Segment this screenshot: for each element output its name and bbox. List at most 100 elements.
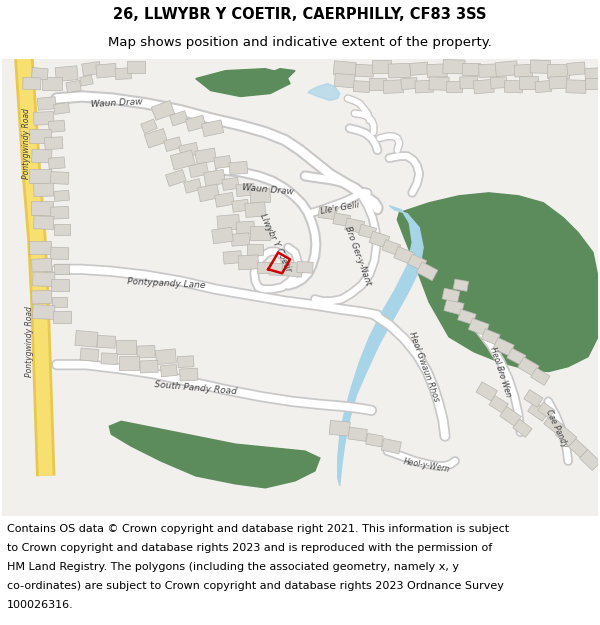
- Bar: [358, 224, 377, 239]
- Bar: [245, 202, 266, 217]
- Bar: [66, 81, 81, 92]
- Bar: [442, 288, 460, 302]
- Bar: [269, 263, 287, 276]
- Polygon shape: [196, 69, 290, 96]
- Bar: [388, 63, 410, 78]
- Bar: [453, 279, 469, 291]
- Bar: [318, 206, 337, 220]
- Bar: [429, 77, 449, 91]
- Bar: [179, 368, 198, 381]
- Bar: [444, 299, 464, 315]
- Bar: [203, 169, 226, 186]
- Bar: [29, 129, 51, 143]
- Bar: [329, 421, 350, 436]
- Bar: [236, 221, 254, 234]
- Text: 26, LLWYBR Y COETIR, CAERPHILLY, CF83 3SS: 26, LLWYBR Y COETIR, CAERPHILLY, CF83 3S…: [113, 7, 487, 22]
- Bar: [32, 272, 55, 287]
- Bar: [495, 61, 518, 76]
- Bar: [460, 76, 478, 89]
- Bar: [443, 59, 465, 74]
- Bar: [382, 239, 401, 255]
- Bar: [344, 218, 365, 233]
- Bar: [215, 192, 235, 208]
- Bar: [116, 340, 136, 354]
- Bar: [257, 262, 273, 272]
- Bar: [518, 76, 538, 89]
- Bar: [55, 66, 78, 81]
- Bar: [473, 79, 494, 94]
- Bar: [410, 62, 428, 76]
- Polygon shape: [338, 206, 423, 486]
- Bar: [538, 402, 555, 418]
- Bar: [585, 78, 600, 89]
- Bar: [115, 68, 131, 79]
- Bar: [527, 401, 549, 421]
- Bar: [197, 184, 220, 202]
- Bar: [535, 81, 552, 92]
- Text: Map shows position and indicative extent of the property.: Map shows position and indicative extent…: [108, 36, 492, 49]
- Text: Heol-y-Wern: Heol-y-Wern: [403, 458, 451, 474]
- Bar: [23, 78, 41, 90]
- Bar: [222, 177, 239, 191]
- Bar: [141, 119, 157, 134]
- Bar: [170, 111, 188, 126]
- Bar: [34, 216, 54, 229]
- Polygon shape: [308, 84, 340, 101]
- Bar: [531, 368, 550, 386]
- Bar: [505, 80, 523, 93]
- Bar: [500, 406, 521, 426]
- Bar: [297, 261, 313, 273]
- Bar: [178, 356, 194, 367]
- Bar: [29, 169, 51, 183]
- Bar: [458, 309, 476, 324]
- Bar: [446, 81, 462, 92]
- Bar: [479, 64, 499, 78]
- Bar: [189, 162, 209, 177]
- Bar: [195, 148, 217, 164]
- Bar: [32, 259, 52, 272]
- Bar: [493, 338, 514, 356]
- Bar: [155, 349, 176, 364]
- Bar: [281, 261, 302, 277]
- Bar: [32, 149, 52, 163]
- Bar: [489, 396, 508, 413]
- Bar: [145, 129, 167, 148]
- Bar: [29, 241, 51, 254]
- Bar: [75, 331, 98, 348]
- Bar: [383, 80, 404, 93]
- Bar: [54, 190, 70, 201]
- Bar: [202, 120, 224, 137]
- Bar: [50, 171, 69, 184]
- Text: Heol Bro Wen: Heol Bro Wen: [488, 346, 513, 398]
- Text: 100026316.: 100026316.: [7, 599, 74, 609]
- Bar: [170, 150, 195, 170]
- Bar: [566, 62, 586, 76]
- Bar: [51, 279, 68, 291]
- Bar: [407, 254, 427, 271]
- Bar: [48, 157, 65, 169]
- Bar: [355, 64, 374, 77]
- Text: Heol Gwaun Rhos: Heol Gwaun Rhos: [407, 331, 441, 403]
- Bar: [427, 64, 448, 78]
- Bar: [544, 415, 563, 434]
- Bar: [214, 156, 231, 169]
- Bar: [569, 439, 587, 458]
- Bar: [119, 356, 139, 369]
- Bar: [54, 264, 69, 274]
- Bar: [231, 232, 250, 246]
- Text: Llwybr Y Coetir: Llwybr Y Coetir: [257, 212, 293, 273]
- Bar: [48, 120, 65, 132]
- Bar: [127, 61, 145, 72]
- Bar: [507, 348, 526, 365]
- Bar: [366, 433, 383, 447]
- Bar: [514, 64, 533, 77]
- Bar: [31, 68, 48, 80]
- Text: Pontypandy Lane: Pontypandy Lane: [127, 277, 205, 290]
- Text: South Pandy Road: South Pandy Road: [154, 381, 238, 397]
- Bar: [469, 318, 489, 336]
- Polygon shape: [109, 421, 320, 488]
- Bar: [236, 183, 255, 197]
- Bar: [80, 348, 99, 361]
- Polygon shape: [397, 193, 598, 372]
- Bar: [518, 357, 539, 376]
